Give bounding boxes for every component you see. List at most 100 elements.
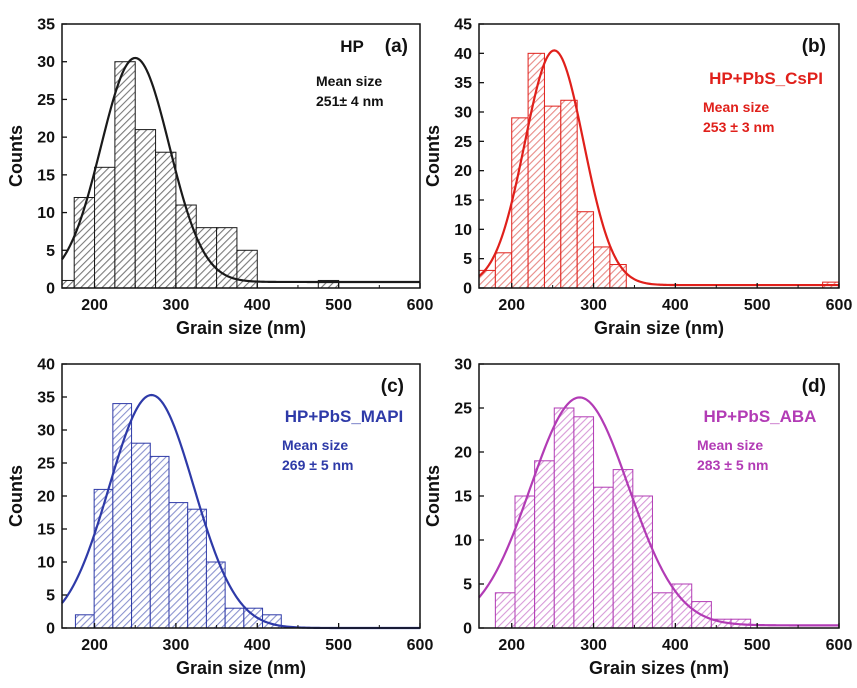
y-tick-label: 10 bbox=[454, 533, 472, 550]
histogram-bar bbox=[155, 151, 177, 289]
y-tick-label: 30 bbox=[454, 105, 472, 122]
histogram-bar bbox=[514, 495, 536, 629]
panel-tag: (a) bbox=[385, 36, 408, 57]
y-tick-label: 5 bbox=[463, 577, 472, 594]
histogram-bar bbox=[187, 508, 207, 629]
chart-panel-c: 0 5 10 15 20 25 30 35 40 200 300 400 500 600 Grain siz… bbox=[6, 357, 433, 679]
mean-size-label: Mean size bbox=[282, 437, 348, 453]
x-axis-title: Grain size (nm) bbox=[176, 658, 306, 678]
gaussian-fit-curve bbox=[61, 56, 420, 284]
sample-label: HP+PbS_ABA bbox=[704, 407, 817, 426]
y-tick-label: 20 bbox=[454, 445, 472, 462]
mean-size-value: 269 ± 5 nm bbox=[282, 457, 354, 473]
y-tick-label: 25 bbox=[37, 92, 55, 109]
mean-size-label: Mean size bbox=[703, 99, 769, 115]
sample-label: HP bbox=[340, 37, 364, 56]
y-axis-title: Counts bbox=[6, 465, 26, 527]
y-tick-label: 15 bbox=[37, 167, 55, 184]
histogram-bar bbox=[573, 416, 595, 629]
histogram-bar bbox=[74, 614, 95, 629]
y-tick-label: 0 bbox=[463, 621, 472, 638]
y-tick-label: 20 bbox=[454, 163, 472, 180]
x-tick-label: 400 bbox=[662, 637, 689, 654]
histogram-bar bbox=[593, 486, 614, 629]
y-tick-label: 5 bbox=[46, 243, 55, 260]
x-tick-label: 300 bbox=[163, 637, 190, 654]
x-tick-label: 200 bbox=[81, 637, 108, 654]
histogram-bar bbox=[114, 61, 136, 289]
x-tick-label: 500 bbox=[325, 297, 352, 314]
y-tick-label: 40 bbox=[37, 357, 55, 374]
x-tick-label: 300 bbox=[580, 297, 607, 314]
y-tick-label: 0 bbox=[46, 281, 55, 298]
histogram-bar bbox=[553, 407, 575, 629]
x-tick-label: 200 bbox=[498, 637, 525, 654]
panel-tag: (d) bbox=[802, 376, 826, 397]
mean-size-value: 253 ± 3 nm bbox=[703, 119, 775, 135]
y-tick-label: 35 bbox=[37, 17, 55, 34]
y-tick-label: 30 bbox=[37, 54, 55, 71]
y-tick-label: 25 bbox=[454, 134, 472, 151]
y-tick-label: 5 bbox=[46, 588, 55, 605]
y-tick-label: 15 bbox=[454, 489, 472, 506]
x-tick-label: 500 bbox=[325, 637, 352, 654]
histogram-bar bbox=[149, 455, 170, 629]
plot-frame bbox=[61, 23, 421, 289]
y-tick-label: 35 bbox=[37, 390, 55, 407]
histogram-bar bbox=[494, 252, 513, 289]
histogram-bar bbox=[131, 442, 151, 629]
histogram-bar bbox=[494, 592, 516, 629]
histogram-bar bbox=[175, 204, 197, 289]
plot-frame bbox=[478, 23, 840, 289]
y-tick-label: 30 bbox=[37, 423, 55, 440]
mean-size-value: 251± 4 nm bbox=[316, 93, 384, 109]
x-tick-label: 500 bbox=[744, 297, 771, 314]
y-tick-label: 20 bbox=[37, 130, 55, 147]
x-tick-label: 600 bbox=[826, 637, 853, 654]
chart-panel-d: 0 5 10 15 20 25 30 200 300 400 500 600 Grain sizes (… bbox=[423, 357, 852, 679]
histogram-bar bbox=[576, 211, 595, 289]
gaussian-fit-curve bbox=[478, 396, 839, 627]
sample-label: HP+PbS_CsPI bbox=[709, 69, 823, 88]
y-tick-label: 0 bbox=[46, 621, 55, 638]
x-tick-label: 400 bbox=[662, 297, 689, 314]
mean-size-label: Mean size bbox=[316, 73, 382, 89]
y-tick-label: 5 bbox=[463, 251, 472, 268]
x-tick-label: 300 bbox=[580, 637, 607, 654]
x-tick-label: 600 bbox=[407, 297, 434, 314]
x-tick-label: 200 bbox=[81, 297, 108, 314]
x-axis-title: Grain sizes (nm) bbox=[589, 658, 729, 678]
histogram-bar bbox=[112, 403, 133, 629]
histogram-bar bbox=[134, 129, 157, 289]
panel-tag: (c) bbox=[381, 376, 404, 397]
histogram-bar bbox=[534, 460, 555, 629]
y-tick-label: 10 bbox=[454, 222, 472, 239]
panel-tag: (b) bbox=[802, 36, 826, 57]
x-tick-label: 300 bbox=[163, 297, 190, 314]
y-tick-label: 35 bbox=[454, 75, 472, 92]
histogram-bar bbox=[593, 246, 611, 289]
x-tick-label: 600 bbox=[407, 637, 434, 654]
histogram-bar bbox=[168, 502, 189, 629]
gaussian-fit-curve bbox=[478, 49, 839, 287]
histogram-bar bbox=[224, 607, 245, 629]
chart-panel-a: 0 5 10 15 20 25 30 35 200 300 400 500 600 Grain size … bbox=[6, 17, 433, 339]
histogram-bar bbox=[543, 105, 562, 289]
y-tick-label: 25 bbox=[454, 401, 472, 418]
y-tick-label: 20 bbox=[37, 489, 55, 506]
x-tick-label: 200 bbox=[498, 297, 525, 314]
y-tick-label: 15 bbox=[454, 193, 472, 210]
mean-size-value: 283 ± 5 nm bbox=[697, 457, 769, 473]
histogram-bar bbox=[94, 166, 116, 289]
y-tick-label: 45 bbox=[454, 17, 472, 34]
histogram-bar bbox=[651, 592, 673, 629]
histogram-bar bbox=[609, 264, 627, 289]
y-axis-title: Counts bbox=[423, 465, 443, 527]
y-axis-title: Counts bbox=[6, 125, 26, 187]
x-tick-label: 400 bbox=[244, 637, 271, 654]
histogram-bar bbox=[632, 495, 653, 629]
y-tick-label: 25 bbox=[37, 456, 55, 473]
x-axis-title: Grain size (nm) bbox=[176, 318, 306, 338]
y-tick-label: 10 bbox=[37, 205, 55, 222]
